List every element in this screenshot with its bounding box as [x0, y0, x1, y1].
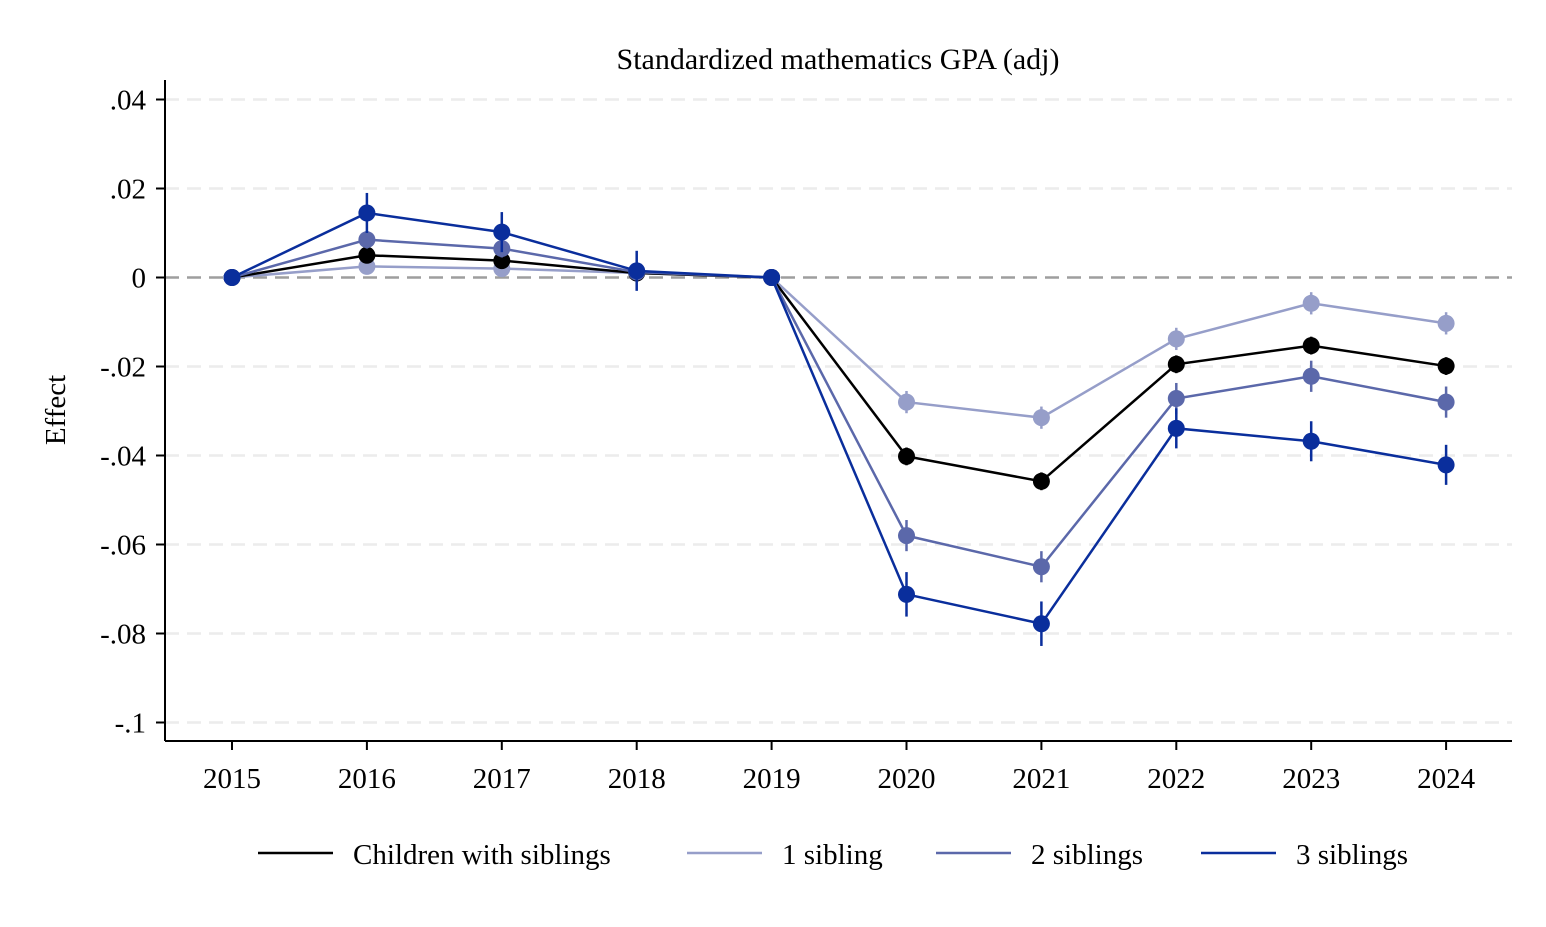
data-point [1302, 432, 1320, 450]
legend: Children with siblings 1 sibling 2 sibling… [258, 839, 1408, 871]
series-line [231, 238, 1447, 569]
legend-item: 3 siblings [1201, 839, 1408, 871]
x-tick-label: 2023 [1282, 763, 1340, 795]
data-point [1437, 393, 1455, 411]
x-tick-label: 2017 [473, 763, 531, 795]
y-axis-ticks: .04 .02 0 -.02 -.04 -.06 -.08 -.1 [100, 85, 165, 740]
data-point [1437, 456, 1455, 474]
x-tick-label: 2020 [878, 763, 936, 795]
data-point [493, 252, 511, 270]
y-axis-label: Effect [40, 375, 72, 445]
legend-item: Children with siblings [258, 839, 611, 871]
data-point [1437, 357, 1455, 375]
series-2-siblings [223, 230, 1455, 583]
data-point [1032, 615, 1050, 633]
series-line [231, 253, 1447, 483]
chart-title: Standardized mathematics GPA (adj) [617, 43, 1060, 76]
y-tick-label: -.06 [100, 530, 146, 562]
y-tick-label: -.1 [115, 708, 146, 740]
y-tick-label: .04 [110, 85, 147, 117]
x-tick-label: 2015 [203, 763, 261, 795]
data-point [1302, 294, 1320, 312]
y-tick-label: -.02 [100, 352, 146, 384]
data-point [1302, 367, 1320, 385]
data-point [898, 393, 915, 411]
series-1-sibling [223, 257, 1455, 429]
data-point [1032, 558, 1050, 576]
data-point [1032, 409, 1050, 427]
series-line [231, 265, 1447, 419]
data-point [1302, 337, 1320, 355]
series-line [231, 211, 1447, 626]
x-tick-label: 2024 [1417, 763, 1476, 795]
legend-label: 1 sibling [782, 839, 883, 871]
data-point [358, 204, 376, 222]
data-point [1167, 355, 1185, 373]
data-point [628, 262, 646, 280]
data-point [1032, 472, 1050, 490]
data-point [898, 527, 915, 545]
y-tick-label: -.08 [100, 619, 146, 651]
data-point [1167, 330, 1185, 348]
series-3-siblings [223, 192, 1455, 646]
legend-label: 3 siblings [1296, 839, 1408, 871]
data-point [898, 447, 915, 465]
series-layer [223, 192, 1455, 646]
y-tick-label: -.04 [100, 441, 146, 473]
legend-label: 2 siblings [1031, 839, 1143, 871]
x-tick-label: 2016 [338, 763, 396, 795]
data-point [763, 269, 781, 286]
x-tick-label: 2018 [608, 763, 666, 795]
legend-item: 1 sibling [687, 839, 883, 871]
data-point [1167, 390, 1185, 408]
axes [164, 80, 1512, 742]
data-point [358, 246, 376, 264]
x-tick-label: 2021 [1012, 763, 1070, 795]
series-children-with-siblings [223, 246, 1455, 491]
y-tick-label: .02 [110, 174, 146, 206]
x-tick-label: 2022 [1147, 763, 1205, 795]
x-tick-label: 2019 [743, 763, 801, 795]
data-point [493, 223, 511, 241]
x-axis-ticks: 2015 2016 2017 2018 2019 2020 2021 2022 2023 2024 [203, 741, 1476, 795]
data-point [223, 269, 241, 286]
legend-item: 2 siblings [936, 839, 1143, 871]
data-point [1437, 314, 1455, 332]
data-point [1167, 419, 1185, 437]
data-point [358, 231, 376, 249]
y-tick-label: 0 [132, 263, 147, 295]
data-point [898, 585, 915, 603]
legend-label: Children with siblings [353, 839, 611, 871]
